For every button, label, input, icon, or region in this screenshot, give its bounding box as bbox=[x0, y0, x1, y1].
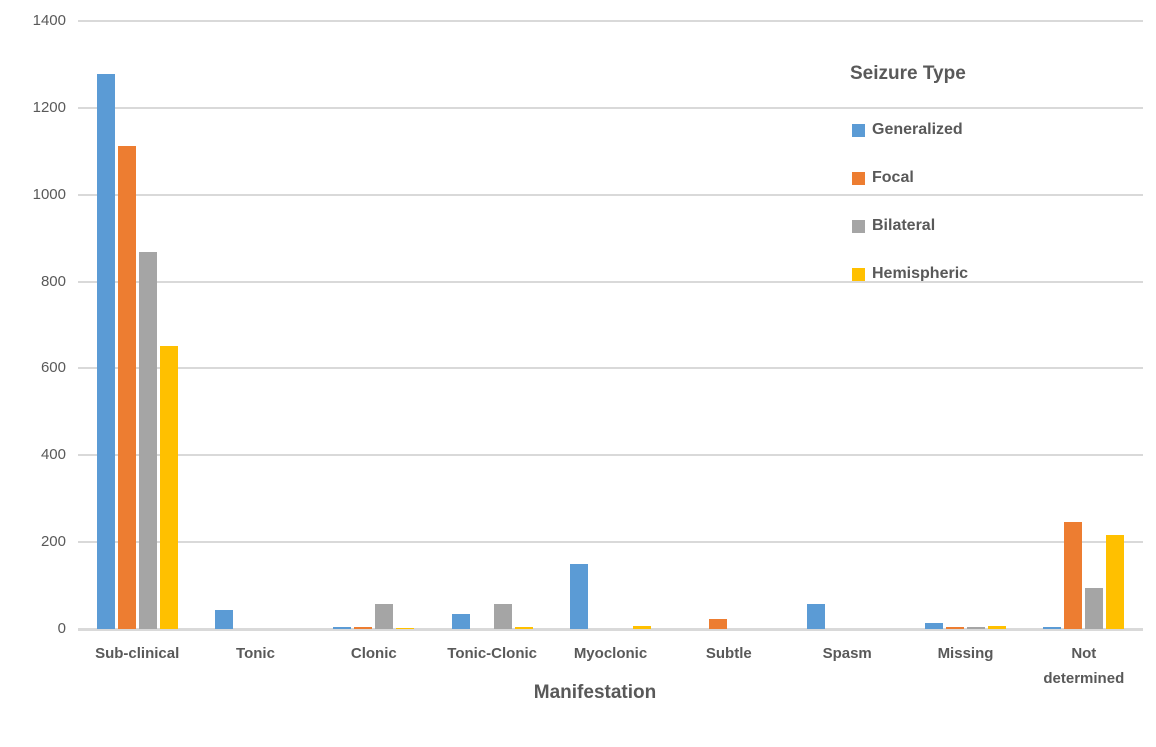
x-tick-label-text: Clonic bbox=[350, 645, 397, 662]
bar-hemispheric-clonic bbox=[396, 627, 415, 629]
bar-hemispheric-sub-clinical bbox=[159, 346, 178, 629]
bar-bilateral-tonic-clonic bbox=[493, 604, 512, 629]
legend-item-bilateral: Bilateral bbox=[852, 217, 935, 235]
bar-group-missing bbox=[906, 21, 1024, 629]
y-tick-label: 400 bbox=[40, 446, 66, 464]
bar-group-not-determined bbox=[1025, 21, 1143, 629]
bar-group-spasm bbox=[788, 21, 906, 629]
y-tick-label: 200 bbox=[40, 533, 66, 551]
x-tick-label-missing: Missing bbox=[906, 641, 1024, 666]
y-tick-label: 1200 bbox=[32, 98, 66, 116]
y-tick-label: 800 bbox=[40, 272, 66, 290]
legend-swatch-generalized bbox=[852, 123, 865, 137]
legend-swatch-focal bbox=[852, 171, 865, 185]
bar-bilateral-not-determined bbox=[1085, 588, 1104, 629]
x-tick-label-tonic: Tonic bbox=[196, 641, 314, 666]
bar-group-myoclonic bbox=[551, 21, 669, 629]
x-tick-label-text: Tonic-Clonic bbox=[447, 645, 538, 662]
bar-generalized-not-determined bbox=[1043, 627, 1062, 629]
gridline bbox=[78, 280, 1143, 283]
x-tick-label-not-determined: Not determined bbox=[1025, 641, 1143, 691]
bar-focal-sub-clinical bbox=[117, 145, 136, 629]
bar-group-clonic bbox=[315, 21, 433, 629]
x-axis-line bbox=[78, 628, 1143, 631]
x-tick-label-text: Missing bbox=[937, 645, 994, 662]
x-tick-label-clonic: Clonic bbox=[315, 641, 433, 666]
gridline bbox=[78, 106, 1143, 109]
y-tick-label: 0 bbox=[57, 620, 66, 637]
bar-generalized-tonic-clonic bbox=[451, 614, 470, 629]
x-tick-label-text: Myoclonic bbox=[573, 645, 648, 662]
legend-swatch-hemispheric bbox=[852, 267, 865, 281]
legend-item-focal: Focal bbox=[852, 169, 914, 187]
gridline bbox=[78, 367, 1143, 370]
bar-focal-not-determined bbox=[1064, 521, 1083, 629]
bar-generalized-spasm bbox=[806, 603, 825, 629]
bar-focal-subtle bbox=[709, 619, 728, 629]
gridline bbox=[78, 454, 1143, 457]
bar-generalized-tonic bbox=[214, 609, 233, 629]
bar-hemispheric-missing bbox=[987, 625, 1006, 629]
x-tick-label-tonic-clonic: Tonic-Clonic bbox=[433, 641, 551, 666]
bar-bilateral-sub-clinical bbox=[138, 252, 157, 629]
legend-title: Seizure Type bbox=[850, 63, 966, 84]
bar-generalized-sub-clinical bbox=[96, 73, 115, 629]
legend-label: Focal bbox=[872, 169, 914, 186]
x-tick-label-text: Not determined bbox=[1043, 645, 1125, 687]
gridline bbox=[78, 193, 1143, 196]
legend-label: Bilateral bbox=[872, 217, 936, 234]
bar-group-subtle bbox=[670, 21, 788, 629]
bar-bilateral-missing bbox=[966, 627, 985, 629]
bar-hemispheric-myoclonic bbox=[632, 625, 651, 629]
gridline bbox=[78, 20, 1143, 22]
bar-group-tonic-clonic bbox=[433, 21, 551, 629]
legend-item-hemispheric: Hemispheric bbox=[852, 265, 968, 283]
bar-hemispheric-not-determined bbox=[1106, 534, 1125, 629]
bar-group-tonic bbox=[196, 21, 314, 629]
y-tick-label: 1400 bbox=[32, 12, 66, 29]
bar-hemispheric-tonic-clonic bbox=[514, 626, 533, 629]
y-tick-label: 600 bbox=[40, 359, 66, 377]
bar-generalized-clonic bbox=[333, 627, 352, 629]
legend-item-generalized: Generalized bbox=[852, 121, 963, 139]
gridline bbox=[78, 541, 1143, 544]
y-tick-label: 1000 bbox=[32, 185, 66, 203]
x-tick-label-text: Spasm bbox=[822, 645, 872, 662]
legend-swatch-bilateral bbox=[852, 219, 865, 233]
x-tick-label-sub-clinical: Sub-clinical bbox=[78, 641, 196, 666]
x-axis-title: Manifestation bbox=[533, 682, 657, 703]
x-tick-label-text: Tonic bbox=[236, 645, 275, 662]
bar-generalized-missing bbox=[924, 622, 943, 629]
legend-label: Generalized bbox=[872, 121, 963, 138]
bar-focal-clonic bbox=[354, 627, 373, 629]
legend: Seizure Type Generalized Focal Bilateral He… bbox=[850, 63, 1140, 282]
bar-focal-missing bbox=[945, 626, 964, 629]
bar-generalized-myoclonic bbox=[569, 563, 588, 629]
x-tick-label-text: Sub-clinical bbox=[95, 645, 180, 662]
x-tick-label-subtle: Subtle bbox=[670, 641, 788, 666]
x-tick-label-text: Subtle bbox=[705, 645, 752, 662]
bar-bilateral-clonic bbox=[375, 604, 394, 629]
bar-group-sub-clinical bbox=[78, 21, 196, 629]
legend-label: Hemispheric bbox=[872, 265, 969, 282]
x-tick-label-myoclonic: Myoclonic bbox=[551, 641, 669, 666]
x-tick-label-spasm: Spasm bbox=[788, 641, 906, 666]
